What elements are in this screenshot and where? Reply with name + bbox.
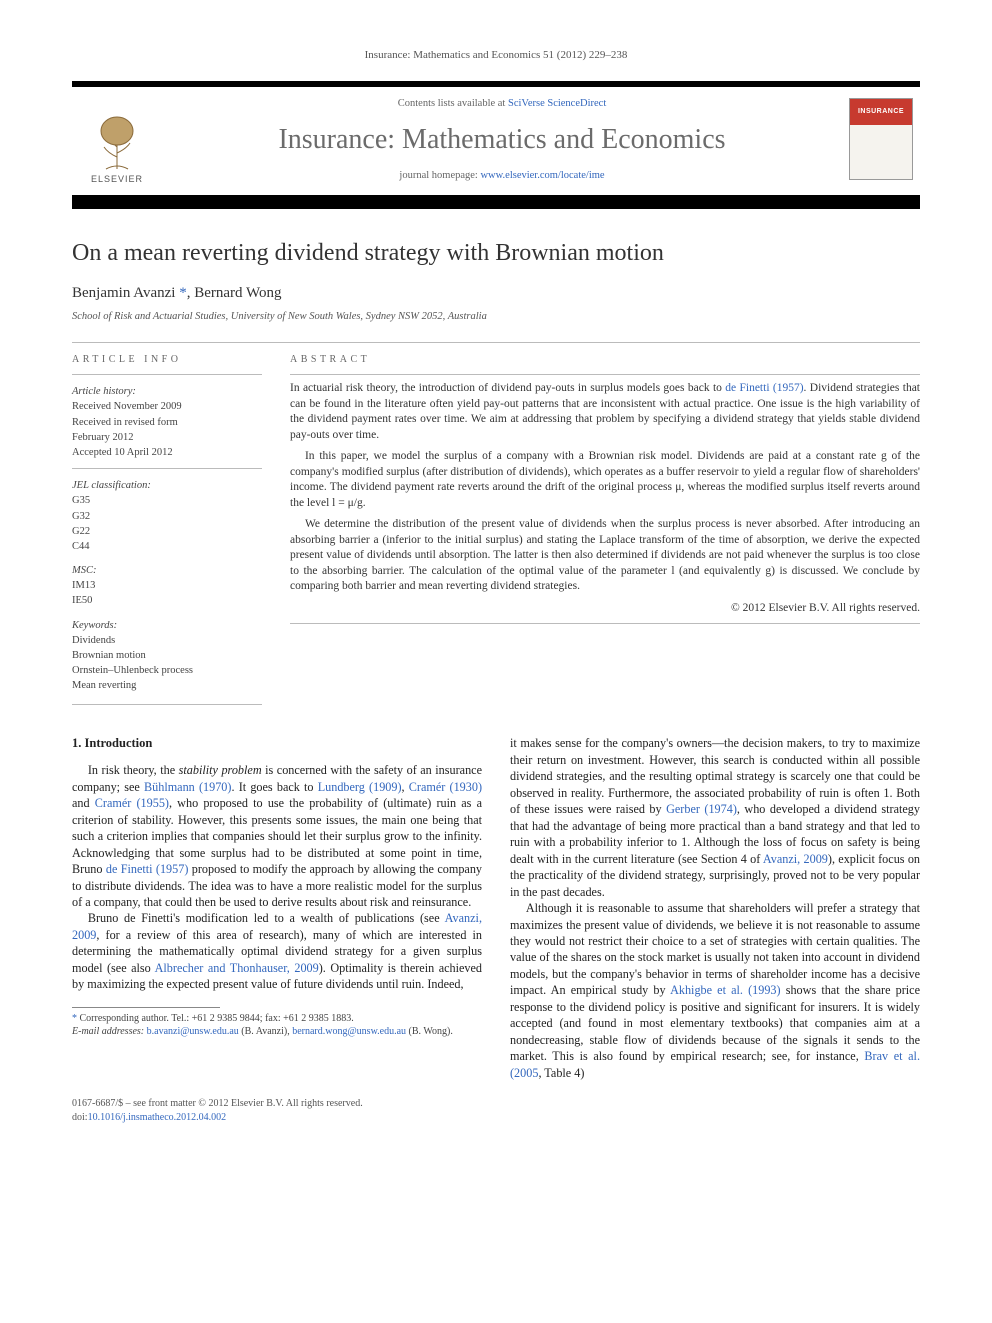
jel-code: G35 [72, 494, 262, 508]
contents-prefix: Contents lists available at [398, 98, 508, 109]
masthead-center: Contents lists available at SciVerse Sci… [162, 87, 842, 191]
body-text: 1. Introduction In risk theory, the stab… [72, 735, 920, 1081]
divider [72, 704, 262, 705]
cover-title: INSURANCE [850, 99, 912, 125]
history-item: Received in revised form [72, 416, 262, 430]
history-item: February 2012 [72, 431, 262, 445]
email-link[interactable]: b.avanzi@unsw.edu.au [147, 1026, 239, 1037]
sciencedirect-link[interactable]: SciVerse ScienceDirect [508, 98, 606, 109]
history-item: Accepted 10 April 2012 [72, 446, 262, 460]
jel-code: G32 [72, 510, 262, 524]
body-p: In risk theory, the stability problem is… [72, 762, 482, 910]
contents-line: Contents lists available at SciVerse Sci… [170, 97, 834, 111]
abstract-copyright: © 2012 Elsevier B.V. All rights reserved… [290, 601, 920, 617]
abstract-p1: In actuarial risk theory, the introducti… [290, 381, 920, 443]
publisher-logo-cell: ELSEVIER [72, 87, 162, 191]
abstract-p2: In this paper, we model the surplus of a… [290, 449, 920, 511]
info-label: article info [72, 353, 262, 367]
jel-code: G22 [72, 525, 262, 539]
elsevier-logo: ELSEVIER [82, 107, 152, 185]
keyword: Ornstein–Uhlenbeck process [72, 664, 262, 678]
jel-code: C44 [72, 540, 262, 554]
cover-cell: INSURANCE [842, 87, 920, 191]
history-item: Received November 2009 [72, 400, 262, 414]
doi-prefix: doi: [72, 1112, 88, 1123]
journal-homepage-link[interactable]: www.elsevier.com/locate/ime [480, 170, 604, 181]
publisher-name: ELSEVIER [91, 173, 143, 185]
abstract-label: abstract [290, 353, 920, 367]
jel-head: JEL classification: [72, 479, 262, 493]
homepage-line: journal homepage: www.elsevier.com/locat… [170, 169, 834, 183]
keyword: Dividends [72, 634, 262, 648]
abstract: abstract In actuarial risk theory, the i… [290, 353, 920, 695]
body-p: it makes sense for the company's owners—… [510, 735, 920, 900]
divider [290, 374, 920, 375]
affiliation: School of Risk and Actuarial Studies, Un… [72, 310, 920, 324]
running-head: Insurance: Mathematics and Economics 51 … [72, 48, 920, 63]
footnote-block: * Corresponding author. Tel.: +61 2 9385… [72, 1007, 482, 1039]
journal-name: Insurance: Mathematics and Economics [170, 121, 834, 159]
msc-head: MSC: [72, 564, 262, 578]
msc-code: IM13 [72, 579, 262, 593]
corr-text: Corresponding author. Tel.: +61 2 9385 9… [80, 1013, 354, 1024]
body-p: Bruno de Finetti's modification led to a… [72, 910, 482, 992]
doi-link[interactable]: 10.1016/j.insmatheco.2012.04.002 [88, 1112, 227, 1123]
abstract-p1a: In actuarial risk theory, the introducti… [290, 382, 725, 394]
footnotes: * Corresponding author. Tel.: +61 2 9385… [72, 1012, 482, 1039]
footer: 0167-6687/$ – see front matter © 2012 El… [72, 1097, 920, 1124]
journal-cover-thumb: INSURANCE [849, 98, 913, 180]
abstract-p3: We determine the distribution of the pre… [290, 517, 920, 595]
article-info: article info Article history: Received N… [72, 353, 262, 695]
section-heading: 1. Introduction [72, 735, 482, 752]
elsevier-tree-icon [90, 113, 144, 171]
citation-link[interactable]: de Finetti (1957) [725, 382, 803, 394]
divider [72, 374, 262, 375]
front-matter-line: 0167-6687/$ – see front matter © 2012 El… [72, 1097, 920, 1111]
article-title: On a mean reverting dividend strategy wi… [72, 237, 920, 269]
rule-bar [72, 195, 920, 209]
keyword: Mean reverting [72, 679, 262, 693]
asterisk-icon: * [72, 1013, 77, 1024]
author-line: Benjamin Avanzi *, Bernard Wong [72, 283, 920, 303]
footnote-rule [72, 1007, 220, 1008]
email-who: (B. Avanzi) [241, 1026, 287, 1037]
keywords-head: Keywords: [72, 619, 262, 633]
masthead: ELSEVIER Contents lists available at Sci… [72, 81, 920, 191]
doi-line: doi:10.1016/j.insmatheco.2012.04.002 [72, 1111, 920, 1125]
msc-code: IE50 [72, 594, 262, 608]
page-root: Insurance: Mathematics and Economics 51 … [0, 0, 992, 1164]
homepage-prefix: journal homepage: [399, 170, 480, 181]
email-link[interactable]: bernard.wong@unsw.edu.au [292, 1026, 406, 1037]
cover-body [850, 125, 912, 179]
info-abstract-row: article info Article history: Received N… [72, 353, 920, 695]
corresponding-author: * Corresponding author. Tel.: +61 2 9385… [72, 1012, 482, 1026]
keyword: Brownian motion [72, 649, 262, 663]
divider [72, 342, 920, 343]
divider [72, 468, 262, 469]
history-head: Article history: [72, 385, 262, 399]
email-who: (B. Wong) [409, 1026, 451, 1037]
body-p: Although it is reasonable to assume that… [510, 900, 920, 1081]
email-addresses: E-mail addresses: b.avanzi@unsw.edu.au (… [72, 1025, 482, 1039]
divider [290, 623, 920, 624]
email-label: E-mail addresses: [72, 1026, 144, 1037]
